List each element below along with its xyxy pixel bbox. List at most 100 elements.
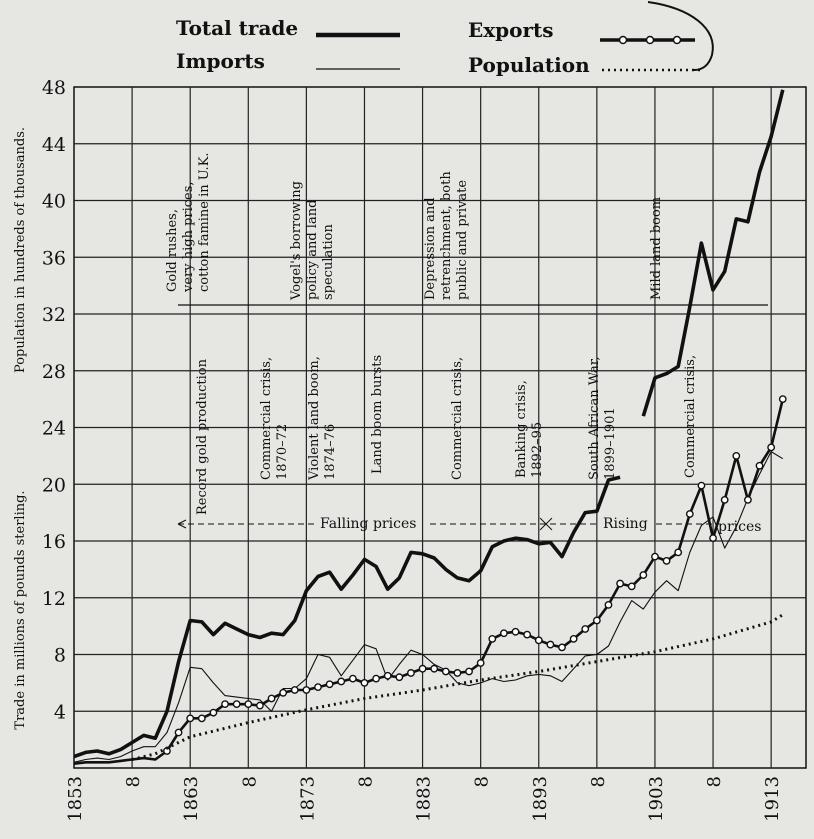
exports-point: [186, 714, 195, 723]
exports-point: [744, 495, 752, 504]
exports-point: [627, 582, 636, 591]
annotation-commercial-crisis-1908: Commercial crisis,: [683, 355, 698, 478]
exports-point: [709, 534, 717, 543]
series-line-imports: [73, 451, 784, 763]
y-tick-label: 40: [42, 191, 66, 213]
exports-point: [546, 640, 555, 649]
exports-point: [639, 571, 648, 579]
svg-text:1899–1901: 1899–1901: [603, 407, 618, 480]
legend-label-imports: Imports: [176, 49, 265, 73]
exports-point: [569, 634, 578, 643]
exports-point: [197, 714, 206, 723]
x-tick-label: 8: [239, 776, 260, 787]
exports-point: [616, 579, 624, 588]
decorative-curve: [647, 1, 714, 71]
y-tick-label: 44: [42, 134, 66, 156]
y-axis-title-trade: Trade in millions of pounds sterling.: [13, 490, 28, 729]
svg-text:1870–72: 1870–72: [275, 424, 290, 480]
exports-point: [465, 667, 473, 676]
falling-prices-arrowhead: [177, 519, 187, 529]
y-tick-label: 8: [54, 645, 66, 667]
svg-text:Banking crisis,: Banking crisis,: [514, 380, 529, 478]
exports-point: [651, 552, 659, 561]
exports-point: [407, 669, 415, 677]
x-tick-label: 1893: [530, 776, 551, 822]
y-tick-label: 12: [42, 588, 66, 610]
svg-text:1874–76: 1874–76: [323, 424, 338, 480]
series-line-total-trade-upper-scale-from: [641, 89, 785, 417]
upper-annotation-gold-rushes: Gold rushes, very high prices, cotton fa…: [165, 152, 212, 293]
exports-point: [511, 627, 520, 636]
x-tick-label: 8: [472, 776, 493, 787]
x-tick-label: 1853: [65, 776, 86, 822]
exports-point: [430, 664, 439, 673]
legend-label-exports: Exports: [468, 18, 554, 42]
x-tick-labels: 1853 8 1863 8 1873 8 1883 8 1893 8 1903 8 1913: [65, 776, 783, 822]
exports-point: [232, 700, 241, 709]
grid-lines: [73, 86, 807, 769]
annotation-south-african-war: South African War, 1899–1901: [587, 356, 618, 480]
exports-point: [662, 556, 671, 565]
legend-label-population: Population: [468, 53, 590, 77]
exports-point: [767, 443, 776, 452]
exports-point: [372, 674, 380, 683]
exports-point: [302, 686, 311, 694]
svg-text:1892–95: 1892–95: [530, 422, 545, 478]
annotation-commercial-crisis-1870: Commercial crisis, 1870–72: [259, 357, 290, 480]
exports-point: [395, 673, 404, 682]
exports-point: [534, 636, 543, 645]
y-tick-label: 28: [42, 361, 66, 383]
y-tick-label: 20: [42, 474, 66, 496]
annotation-prices: prices: [718, 519, 761, 535]
annotations: Gold rushes, very high prices, cotton fa…: [165, 152, 768, 535]
exports-point: [290, 686, 299, 694]
annotation-falling-prices: Falling prices: [320, 516, 416, 532]
svg-text:very high prices,: very high prices,: [181, 181, 196, 293]
exports-point: [500, 629, 508, 638]
exports-point: [488, 634, 497, 643]
exports-point: [418, 664, 427, 673]
exports-point: [732, 451, 741, 460]
legend-label-total-trade: Total trade: [176, 16, 298, 40]
x-tick-label: 1863: [181, 776, 202, 822]
exports-point: [697, 481, 706, 490]
exports-point: [267, 694, 276, 703]
series-line-total-trade: [73, 475, 621, 759]
y-tick-label: 16: [42, 531, 66, 553]
exports-point: [209, 708, 218, 717]
exports-point: [604, 600, 613, 609]
exports-point: [279, 688, 288, 697]
legend-swatch-exports: [600, 35, 695, 45]
svg-text:cotton famine in U.K.: cotton famine in U.K.: [197, 152, 212, 292]
svg-text:retrenchment, both: retrenchment, both: [439, 171, 454, 300]
svg-text:policy and land: policy and land: [305, 200, 320, 300]
svg-text:speculation: speculation: [321, 224, 336, 300]
x-tick-label: 1913: [762, 776, 783, 822]
exports-point: [244, 700, 253, 709]
legend: Total trade Imports Exports Population: [176, 1, 714, 77]
exports-point: [674, 548, 683, 557]
annotation-banking-crisis: Banking crisis, 1892–95: [514, 380, 545, 478]
exports-point: [360, 678, 369, 687]
svg-text:Gold rushes,: Gold rushes,: [165, 209, 180, 292]
exports-point: [174, 728, 183, 737]
exports-point: [755, 461, 764, 470]
exports-point: [256, 701, 264, 710]
annotation-rising: Rising: [603, 516, 648, 532]
x-tick-label: 8: [355, 776, 376, 787]
svg-text:Depression and: Depression and: [423, 197, 438, 300]
svg-text:South African War,: South African War,: [587, 356, 602, 480]
series-line-exports: [73, 398, 785, 765]
exports-point: [314, 683, 322, 692]
y-tick-label: 24: [42, 418, 66, 440]
exports-point: [685, 510, 694, 518]
exports-point: [383, 671, 392, 680]
exports-point: [221, 700, 229, 709]
exports-point: [441, 667, 450, 676]
exports-point: [337, 677, 346, 686]
y-tick-label: 36: [42, 247, 66, 269]
svg-text:Violent land boom,: Violent land boom,: [307, 356, 322, 481]
exports-point: [592, 616, 601, 625]
